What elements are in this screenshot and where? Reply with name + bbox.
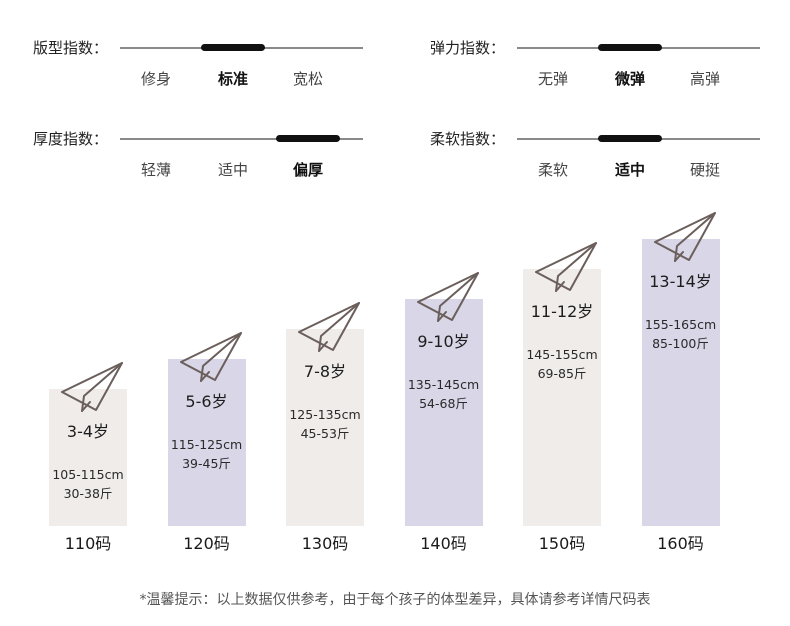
index-option: 无弹 — [537, 70, 568, 88]
index-option: 适中 — [217, 161, 248, 179]
age-label: 11-12岁 — [530, 302, 594, 321]
index-label: 弹力指数： — [430, 39, 506, 57]
size-code: 130码 — [301, 534, 349, 553]
paper-plane-icon — [297, 300, 361, 354]
height-range: 155-165cm — [644, 317, 717, 332]
size-spec: 145-155cm 69-85斤 — [503, 345, 621, 383]
index-label: 柔软指数： — [430, 130, 506, 148]
index-option: 柔软 — [537, 161, 568, 179]
index-block: 厚度指数： 轻薄 适中 偏厚 — [33, 129, 413, 189]
index-label: 版型指数： — [33, 39, 109, 57]
age-label: 5-6岁 — [185, 392, 228, 411]
size-spec: 155-165cm 85-100斤 — [622, 315, 740, 353]
index-track — [120, 138, 363, 140]
index-block: 弹力指数： 无弹 微弹 高弹 — [430, 38, 790, 98]
weight-range: 69-85斤 — [537, 366, 587, 381]
size-spec: 135-145cm 54-68斤 — [385, 375, 503, 413]
size-bar — [641, 239, 720, 526]
index-option: 偏厚 — [292, 161, 323, 179]
index-option: 微弹 — [614, 70, 645, 88]
index-option: 适中 — [614, 161, 645, 179]
weight-range: 45-53斤 — [300, 426, 350, 441]
weight-range: 54-68斤 — [419, 396, 468, 411]
weight-range: 39-45斤 — [182, 456, 231, 471]
weight-range: 85-100斤 — [652, 336, 709, 351]
index-indicator — [276, 135, 340, 142]
index-indicator — [201, 44, 265, 51]
height-range: 135-145cm — [407, 377, 480, 392]
index-block: 版型指数： 修身 标准 宽松 — [33, 38, 413, 98]
size-code: 110码 — [64, 534, 112, 553]
size-bar — [167, 359, 246, 526]
paper-plane-icon — [534, 240, 598, 294]
index-option: 修身 — [140, 70, 171, 88]
age-label: 3-4岁 — [66, 422, 110, 441]
index-option: 硬挺 — [689, 161, 720, 179]
paper-plane-icon — [179, 330, 243, 384]
height-range: 145-155cm — [526, 347, 598, 362]
height-range: 105-115cm — [52, 467, 124, 482]
size-code: 140码 — [420, 534, 467, 553]
paper-plane-icon — [60, 360, 124, 414]
index-label: 厚度指数： — [33, 130, 109, 148]
height-range: 125-135cm — [289, 407, 361, 422]
size-bar — [523, 269, 601, 526]
size-note: *温馨提示：以上数据仅供参考，由于每个孩子的体型差异，具体请参考详情尺码表 — [139, 592, 651, 608]
size-code: 120码 — [183, 534, 230, 553]
index-indicator — [598, 135, 662, 142]
paper-plane-icon — [416, 270, 480, 324]
size-bar — [49, 389, 127, 526]
height-range: 115-125cm — [170, 437, 243, 452]
size-bar — [404, 299, 483, 526]
weight-range: 30-38斤 — [63, 486, 113, 501]
index-option: 轻薄 — [140, 161, 171, 179]
index-option: 高弹 — [689, 70, 720, 88]
size-spec: 115-125cm 39-45斤 — [148, 435, 266, 473]
index-option: 标准 — [217, 70, 248, 88]
index-option: 宽松 — [292, 70, 323, 88]
size-spec: 125-135cm 45-53斤 — [266, 405, 384, 443]
age-label: 7-8岁 — [303, 362, 347, 381]
age-label: 13-14岁 — [649, 272, 712, 291]
size-code: 160码 — [657, 534, 704, 553]
size-bar — [286, 329, 364, 526]
age-label: 9-10岁 — [417, 332, 470, 351]
size-spec: 105-115cm 30-38斤 — [29, 465, 147, 503]
size-code: 150码 — [538, 534, 586, 553]
index-indicator — [598, 44, 662, 51]
index-block: 柔软指数： 柔软 适中 硬挺 — [430, 129, 790, 189]
paper-plane-icon — [653, 210, 717, 264]
